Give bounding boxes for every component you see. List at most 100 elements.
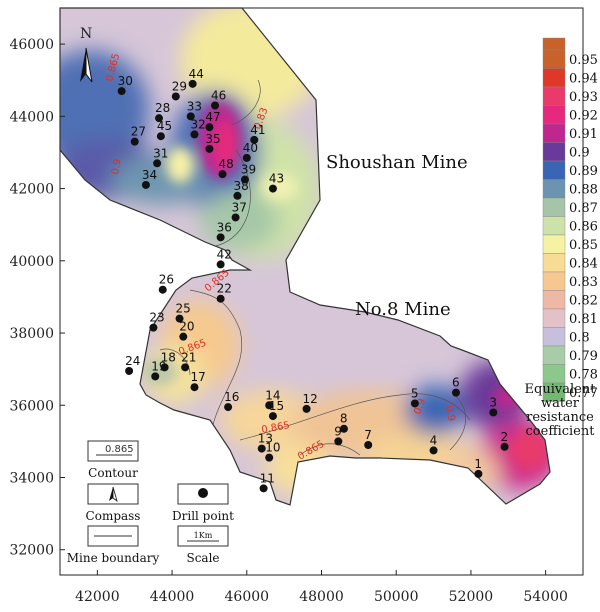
colorbar-level-label: 0.83	[569, 275, 598, 290]
mine-label-shoushan: Shoushan Mine	[326, 152, 468, 173]
drill-point-label: 12	[303, 392, 318, 406]
drill-point-marker	[429, 446, 438, 455]
colorbar-level-label: 0.86	[569, 220, 598, 235]
drill-point-marker	[181, 363, 190, 372]
drill-point-marker	[224, 403, 233, 412]
drill-point-marker	[179, 332, 188, 341]
y-axis: 32000 34000 36000 38000 40000 42000 44000 46000	[9, 37, 65, 559]
drill-point-marker	[117, 87, 126, 96]
drill-point-marker	[216, 294, 225, 303]
key-scale-label: Scale	[186, 551, 219, 565]
drill-point-marker	[158, 285, 167, 294]
colorbar-swatch	[542, 179, 566, 199]
drill-point-label: 9	[334, 424, 342, 438]
drill-points: 1234567891011121314151617181920212223242…	[117, 67, 509, 493]
x-tick-label: 50000	[374, 589, 419, 605]
drill-point-label: 48	[219, 157, 234, 171]
colorbar-swatch	[542, 86, 566, 106]
colorbar-swatch	[542, 271, 566, 291]
drill-point-marker	[216, 233, 225, 242]
colorbar-level-label: 0.93	[569, 90, 598, 105]
drill-point-marker	[149, 323, 158, 332]
drill-point-marker	[364, 440, 373, 449]
mine-label-no8: No.8 Mine	[355, 299, 451, 320]
map-key: 0.865 Contour Compass Mine boundary Dril…	[67, 440, 234, 565]
drill-point-marker	[233, 191, 242, 200]
drill-point-marker	[240, 175, 249, 184]
colorbar-swatch	[542, 105, 566, 125]
drill-point-label: 18	[161, 350, 176, 364]
drill-point-label: 23	[149, 311, 164, 325]
colorbar-level-label: 0.85	[569, 238, 598, 253]
key-scale-sample: 1Km	[194, 531, 213, 540]
colorbar-title-line-3: resistance	[526, 410, 594, 425]
drill-point-marker	[141, 180, 150, 189]
drill-point-label: 17	[190, 370, 205, 384]
drill-point-marker	[154, 114, 163, 123]
drill-point-marker	[257, 444, 266, 453]
drill-point-label: 26	[159, 273, 174, 287]
drill-point-marker	[175, 314, 184, 323]
colorbar-level-label: 0.8	[569, 331, 590, 346]
drill-point-marker	[265, 453, 274, 462]
colorbar-level-label: 0.91	[569, 127, 598, 142]
y-tick-label: 38000	[9, 326, 54, 342]
drill-point-label: 16	[224, 390, 239, 404]
drill-point-marker	[218, 170, 227, 179]
colorbar-swatch	[542, 216, 566, 236]
drill-point-label: 31	[153, 146, 168, 160]
colorbar-swatch	[542, 234, 566, 254]
contour-value-label: 0.9	[443, 405, 457, 423]
drill-point-label: 34	[142, 168, 157, 182]
drill-point-label: 22	[217, 282, 232, 296]
colorbar-level-label: 0.77	[569, 386, 598, 401]
drill-point-label: 46	[211, 89, 226, 103]
key-contour-label: Contour	[88, 466, 138, 480]
drill-point-marker	[265, 401, 274, 410]
colorbar-title-line-2: water	[541, 396, 580, 411]
colorbar-swatch	[542, 123, 566, 143]
y-tick-label: 36000	[9, 398, 54, 414]
drill-point-label: 14	[265, 388, 280, 402]
y-tick-label: 46000	[9, 37, 54, 53]
drill-point-marker	[489, 408, 498, 417]
drill-point-marker	[156, 132, 165, 141]
drill-point-label: 44	[189, 67, 204, 81]
colorbar-title: Equivalent water resistance coefficient	[525, 382, 597, 439]
colorbar-swatch	[542, 345, 566, 365]
colorbar-swatch	[542, 290, 566, 310]
colorbar-level-label: 0.92	[569, 109, 598, 124]
colorbar-title-line-1: Equivalent	[525, 382, 597, 397]
drill-point-label: 2	[501, 430, 509, 444]
colorbar-level-label: 0.9	[569, 146, 590, 161]
drill-point-label: 36	[217, 220, 232, 234]
drill-point-label: 21	[181, 350, 196, 364]
contour-value-label: 0.865	[261, 420, 291, 436]
drill-point-marker	[130, 137, 139, 146]
colorbar-level-label: 0.95	[569, 53, 598, 68]
drill-point-label: 15	[269, 399, 284, 413]
drill-point-marker	[190, 130, 199, 139]
drill-point-marker	[474, 469, 483, 478]
colorbar-level-label: 0.84	[569, 257, 598, 272]
mine-boundary	[59, 7, 551, 506]
y-tick-label: 40000	[9, 254, 54, 270]
drill-point-marker	[205, 123, 214, 132]
colorbar-swatch	[542, 364, 566, 384]
colorbar-swatch	[542, 382, 566, 402]
x-tick-label: 48000	[299, 589, 344, 605]
y-tick-label: 42000	[9, 182, 54, 198]
drill-point-label: 45	[157, 119, 172, 133]
colorbar-top-swatch	[542, 37, 566, 51]
drill-point-marker	[334, 437, 343, 446]
key-contour-box	[87, 440, 139, 462]
colorbar-swatch	[542, 68, 566, 88]
drill-point-label: 10	[265, 441, 280, 455]
drill-point-label: 35	[205, 132, 220, 146]
drill-point-label: 1	[474, 457, 482, 471]
drill-point-marker	[151, 372, 160, 381]
compass-letter: N	[80, 26, 92, 42]
drill-point-label: 30	[118, 74, 133, 88]
drill-point-label: 19	[151, 359, 166, 373]
